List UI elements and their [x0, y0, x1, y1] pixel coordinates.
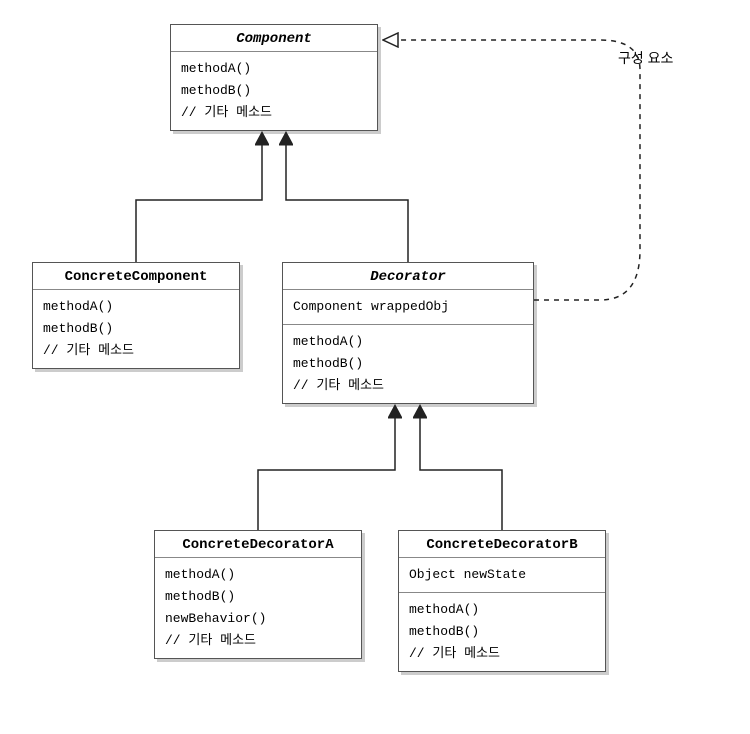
- method-item: newBehavior(): [165, 608, 351, 630]
- class-concrete-decorator-b: ConcreteDecoratorB Object newState metho…: [398, 530, 606, 672]
- class-concrete-component: ConcreteComponent methodA() methodB() //…: [32, 262, 240, 369]
- class-title: Decorator: [283, 263, 533, 290]
- class-decorator: Decorator Component wrappedObj methodA()…: [282, 262, 534, 404]
- method-item: // 기타 메소드: [165, 630, 351, 652]
- field-item: Component wrappedObj: [293, 296, 523, 318]
- class-methods: methodA() methodB() // 기타 메소드: [33, 290, 239, 368]
- method-item: methodB(): [409, 621, 595, 643]
- class-fields: Component wrappedObj: [283, 290, 533, 324]
- class-title: Component: [171, 25, 377, 52]
- method-item: methodB(): [43, 318, 229, 340]
- edge-cc-to-component: [136, 145, 262, 262]
- class-methods: methodA() methodB() // 기타 메소드: [171, 52, 377, 130]
- method-item: methodA(): [181, 58, 367, 80]
- method-item: // 기타 메소드: [293, 375, 523, 397]
- method-item: methodB(): [293, 353, 523, 375]
- method-item: methodB(): [165, 586, 351, 608]
- class-component: Component methodA() methodB() // 기타 메소드: [170, 24, 378, 131]
- class-methods: methodA() methodB() newBehavior() // 기타 …: [155, 558, 361, 658]
- method-item: methodA(): [409, 599, 595, 621]
- class-title: ConcreteComponent: [33, 263, 239, 290]
- class-concrete-decorator-a: ConcreteDecoratorA methodA() methodB() n…: [154, 530, 362, 659]
- method-item: methodB(): [181, 80, 367, 102]
- diagram-canvas: Component methodA() methodB() // 기타 메소드 …: [0, 0, 750, 734]
- class-title: ConcreteDecoratorB: [399, 531, 605, 558]
- class-title: ConcreteDecoratorA: [155, 531, 361, 558]
- method-item: methodA(): [293, 331, 523, 353]
- class-methods: methodA() methodB() // 기타 메소드: [283, 324, 533, 403]
- edge-decorator-to-component: [286, 145, 408, 262]
- class-methods: methodA() methodB() // 기타 메소드: [399, 592, 605, 671]
- edge-cda-to-decorator: [258, 418, 395, 530]
- note-label: 구성 요소: [618, 48, 673, 68]
- edge-cdb-to-decorator: [420, 418, 502, 530]
- method-item: // 기타 메소드: [409, 643, 595, 665]
- edge-decorator-realizes-component: [398, 40, 640, 300]
- field-item: Object newState: [409, 564, 595, 586]
- method-item: // 기타 메소드: [181, 102, 367, 124]
- method-item: methodA(): [43, 296, 229, 318]
- method-item: methodA(): [165, 564, 351, 586]
- method-item: // 기타 메소드: [43, 340, 229, 362]
- class-fields: Object newState: [399, 558, 605, 592]
